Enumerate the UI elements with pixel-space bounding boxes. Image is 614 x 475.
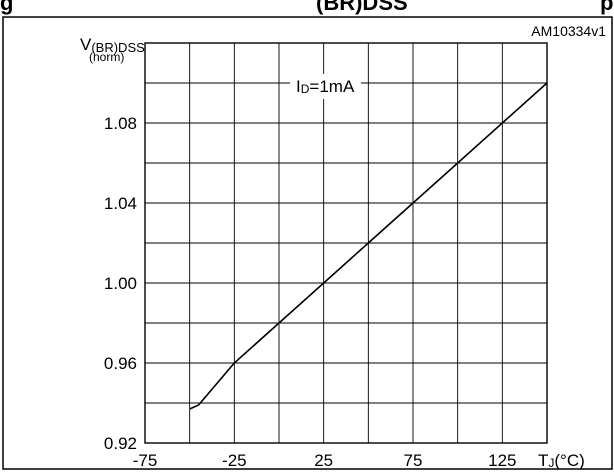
header-fragment-right: p: [600, 0, 613, 15]
y-label-main: V: [80, 35, 92, 54]
series-line-0: [189, 82, 548, 410]
y-axis-label: V(BR)DSS (norm): [80, 35, 145, 64]
y-tick-label: 1.08: [104, 114, 137, 133]
y-tick-label: 0.96: [104, 354, 137, 373]
x-tick-label: -25: [222, 451, 247, 470]
series: [189, 82, 548, 410]
figure-frame: [2, 16, 613, 470]
header-fragment-mid: (BR)DSS: [316, 0, 408, 15]
annotation: ID=1mA: [290, 74, 361, 99]
annotation-background: [290, 74, 361, 99]
y-tick-label: 1.00: [104, 274, 137, 293]
x-tick-label: -75: [133, 451, 158, 470]
x-label-sub: J: [548, 456, 554, 470]
x-axis-label: TJ(°C): [538, 451, 585, 470]
y-label-norm: (norm): [89, 50, 124, 64]
annotation-main: I: [296, 77, 301, 96]
x-tick-label: 125: [488, 451, 516, 470]
figure-id: AM10334v1: [531, 23, 606, 39]
tick-labels: 0.92 0.96 1.00 1.04 1.08 -75 -25 25 75 125: [104, 114, 517, 470]
header-fragment-left: g: [0, 0, 13, 15]
x-label-main: T: [538, 451, 548, 470]
x-tick-label: 75: [404, 451, 423, 470]
x-tick-label: 25: [314, 451, 333, 470]
plot-border: [144, 42, 548, 444]
header-fragments: g (BR)DSS p: [0, 0, 613, 15]
svg-text:V(BR)DSS: V(BR)DSS: [80, 35, 145, 55]
annotation-text: ID=1mA: [296, 77, 355, 96]
y-tick-label: 0.92: [104, 434, 137, 453]
grid: [144, 42, 548, 444]
x-label-unit: (°C): [554, 451, 584, 470]
annotation-sub: D: [301, 82, 310, 96]
annotation-rest: =1mA: [309, 77, 355, 96]
y-tick-label: 1.04: [104, 194, 137, 213]
y-label-sub: (BR)DSS: [91, 40, 145, 55]
